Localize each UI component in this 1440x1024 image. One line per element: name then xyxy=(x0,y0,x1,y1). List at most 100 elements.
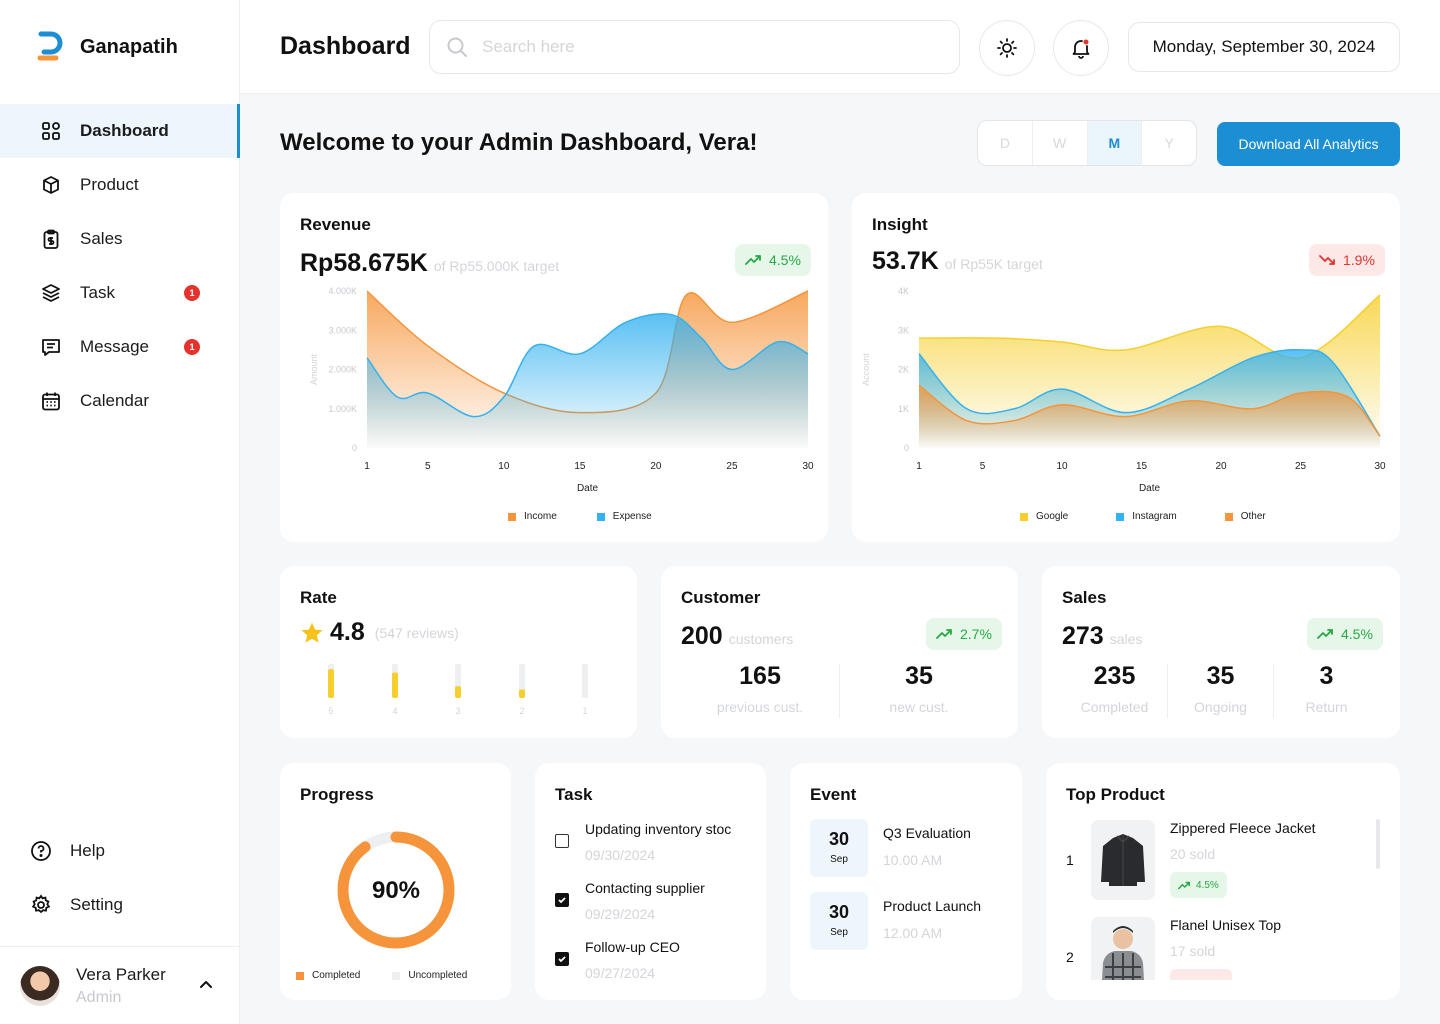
product-change-badge xyxy=(1170,969,1232,980)
x-axis-label: Date xyxy=(1139,483,1161,494)
rate-score: 4.8 xyxy=(330,618,365,646)
trend-up-icon xyxy=(1178,881,1190,889)
sidebar-nav: Dashboard Product Sales Task 1 Message xyxy=(0,104,240,428)
rating-bar-3 xyxy=(455,686,461,698)
user-role: Admin xyxy=(76,988,122,1006)
bell-icon xyxy=(1072,38,1090,59)
user-profile[interactable]: Vera Parker Admin xyxy=(0,946,240,1024)
notifications-button[interactable] xyxy=(1053,20,1109,76)
trend-up-icon xyxy=(936,629,952,639)
grid-icon xyxy=(40,120,62,142)
rating-bar-label: 4 xyxy=(392,706,397,716)
period-selector: D W M Y xyxy=(977,120,1197,166)
event-month: Sep xyxy=(830,854,848,865)
x-tick-label: 30 xyxy=(802,461,814,472)
period-option-m[interactable]: M xyxy=(1087,121,1143,165)
product-image-flannel xyxy=(1091,917,1155,980)
revenue-legend: Income Expense xyxy=(508,511,652,522)
task-checkbox[interactable] xyxy=(555,834,569,848)
sidebar-item-calendar[interactable]: Calendar xyxy=(0,374,240,428)
task-date: 09/27/2024 xyxy=(585,965,656,981)
rate-reviews: (547 reviews) xyxy=(374,624,459,641)
search-input[interactable] xyxy=(482,37,922,57)
x-tick-label: 20 xyxy=(1215,461,1227,472)
progress-label: 90% xyxy=(372,877,420,904)
sidebar-item-setting[interactable]: Setting xyxy=(0,878,240,932)
y-tick-label: 3K xyxy=(898,325,909,335)
sidebar-item-label: Help xyxy=(70,841,105,860)
check-icon xyxy=(558,897,566,904)
revenue-amount: Rp58.675K xyxy=(300,249,428,277)
notification-badge: 1 xyxy=(184,285,200,301)
card-title: Progress xyxy=(300,785,374,804)
task-date: 09/30/2024 xyxy=(585,847,656,863)
stat-value: 165 xyxy=(739,662,781,690)
check-icon xyxy=(558,956,566,963)
x-tick-label: 1 xyxy=(916,461,922,472)
y-tick-label: 4.000K xyxy=(328,286,357,296)
period-option-d[interactable]: D xyxy=(978,121,1033,165)
clipboard-dollar-icon xyxy=(40,228,62,250)
sales-stats: 235 Completed 35 Ongoing 3 Return xyxy=(1062,662,1379,718)
sidebar: Ganapatih Dashboard Product Sales Task xyxy=(0,0,240,1024)
legend-instagram: Instagram xyxy=(1116,511,1177,522)
sales-count: 273 xyxy=(1062,622,1104,650)
y-axis-label: Amount xyxy=(309,353,319,385)
theme-toggle-button[interactable] xyxy=(979,20,1035,76)
rating-bar-label: 1 xyxy=(582,706,587,716)
legend-income: Income xyxy=(508,511,557,522)
stat-label: Completed xyxy=(1080,699,1149,715)
brand[interactable]: Ganapatih xyxy=(36,30,178,64)
task-checkbox[interactable] xyxy=(555,952,569,966)
x-tick-label: 10 xyxy=(1057,461,1069,472)
sidebar-item-sales[interactable]: Sales xyxy=(0,212,240,266)
search-box[interactable] xyxy=(429,20,960,74)
divider xyxy=(839,664,840,718)
revenue-card: Revenue Rp58.675K of Rp55.000K target 4.5… xyxy=(280,193,828,542)
avatar xyxy=(20,965,60,1006)
welcome-heading: Welcome to your Admin Dashboard, Vera! xyxy=(280,129,758,156)
sidebar-item-message[interactable]: Message 1 xyxy=(0,320,240,374)
stat-completed: 235 Completed xyxy=(1062,662,1167,718)
card-title: Top Product xyxy=(1066,785,1165,804)
rating-bar-track xyxy=(519,664,525,698)
revenue-target: of Rp55.000K target xyxy=(433,258,560,274)
date-display: Monday, September 30, 2024 xyxy=(1128,22,1400,72)
legend-other: Other xyxy=(1224,511,1266,522)
sales-change-badge: 4.5% xyxy=(1307,618,1383,650)
sidebar-item-help[interactable]: Help xyxy=(0,824,240,878)
task-checkbox[interactable] xyxy=(555,893,569,907)
scrollbar-thumb[interactable] xyxy=(1376,819,1380,869)
product-item[interactable]: 2 Flanel Unisex Top 17 sold xyxy=(1066,917,1366,980)
sidebar-item-product[interactable]: Product xyxy=(0,158,240,212)
customer-card: Customer 200 customers 2.7% 165 previous … xyxy=(661,566,1018,738)
stat-label: previous cust. xyxy=(716,699,804,715)
product-image-jacket xyxy=(1091,820,1155,900)
y-tick-label: 1.000K xyxy=(328,404,357,414)
download-analytics-button[interactable]: Download All Analytics xyxy=(1217,122,1400,166)
x-tick-label: 5 xyxy=(980,461,986,472)
chevron-up-icon[interactable] xyxy=(198,977,214,993)
product-rank: 2 xyxy=(1066,949,1074,965)
stat-label: Return xyxy=(1305,699,1348,715)
legend-google: Google xyxy=(1020,511,1068,522)
message-icon xyxy=(40,336,62,358)
customer-count: 200 xyxy=(681,622,723,650)
stat-value: 35 xyxy=(905,662,933,690)
period-option-y[interactable]: Y xyxy=(1164,135,1174,151)
notification-badge: 1 xyxy=(184,339,200,355)
sidebar-item-dashboard[interactable]: Dashboard xyxy=(0,104,240,158)
card-title: Task xyxy=(555,785,593,804)
stat-value: 35 xyxy=(1206,662,1235,690)
task-text: Contacting supplier xyxy=(585,880,705,896)
sidebar-item-task[interactable]: Task 1 xyxy=(0,266,240,320)
product-item[interactable]: 1 Zippered Fleece Jacket 20 sold 4.5% xyxy=(1066,820,1366,910)
customer-stats: 165 previous cust. 35 new cust. xyxy=(681,662,998,718)
event-day: 30 xyxy=(828,829,850,849)
sidebar-item-label: Setting xyxy=(70,895,123,914)
period-option-w[interactable]: W xyxy=(1033,121,1088,165)
event-date-badge: 30 Sep xyxy=(810,892,868,950)
insight-target: of Rp55K target xyxy=(944,256,1043,272)
rating-bar-2 xyxy=(519,689,525,698)
y-tick-label: 4K xyxy=(898,286,909,296)
